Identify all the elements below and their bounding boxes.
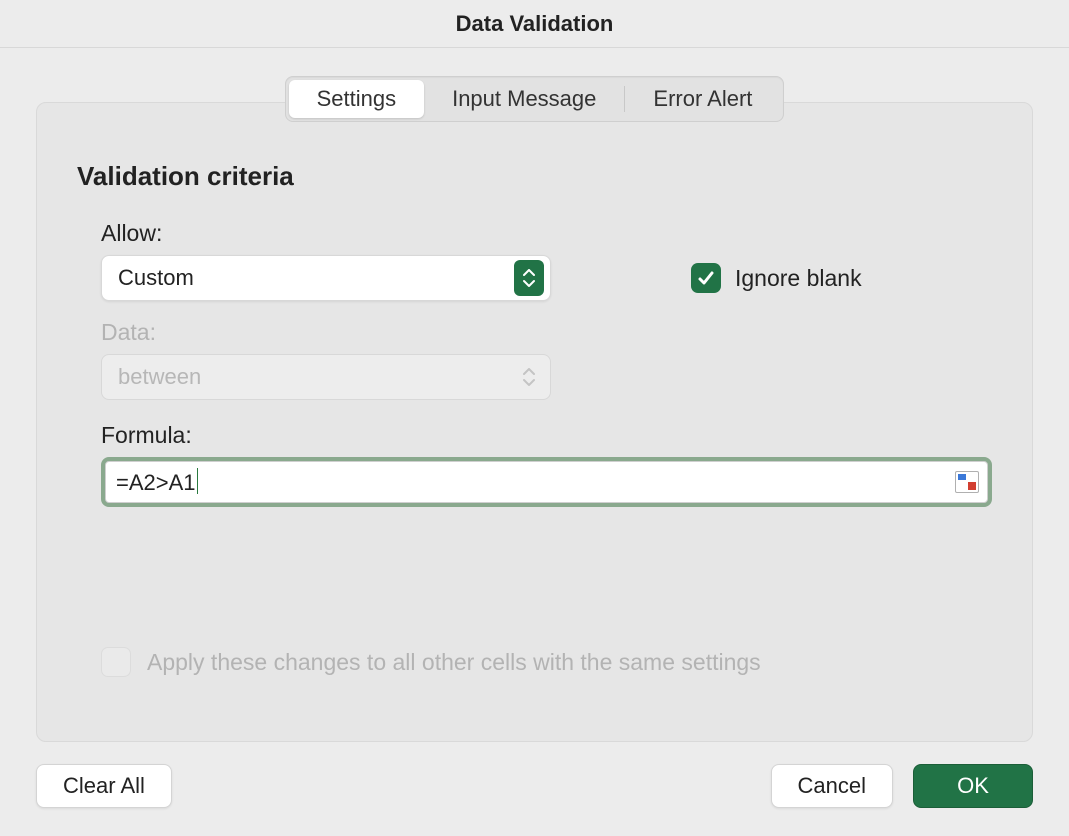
formula-focus-ring: =A2>A1 (101, 457, 992, 507)
tab-settings[interactable]: Settings (289, 80, 425, 118)
apply-all-row: Apply these changes to all other cells w… (101, 647, 992, 677)
apply-all-label: Apply these changes to all other cells w… (147, 649, 761, 676)
ignore-blank-checkbox[interactable] (691, 263, 721, 293)
allow-select-value: Custom (118, 265, 194, 291)
allow-label: Allow: (101, 220, 992, 247)
section-title: Validation criteria (77, 161, 992, 192)
range-picker-icon[interactable] (955, 471, 979, 493)
dialog-title: Data Validation (456, 11, 614, 37)
formula-input[interactable]: =A2>A1 (105, 461, 988, 503)
clear-all-button[interactable]: Clear All (36, 764, 172, 808)
tab-error-alert[interactable]: Error Alert (625, 80, 780, 118)
clear-all-label: Clear All (63, 773, 145, 799)
dropdown-stepper-icon (514, 260, 544, 296)
text-cursor (197, 468, 198, 494)
tab-bar: Settings Input Message Error Alert (36, 76, 1033, 122)
formula-label: Formula: (101, 422, 992, 449)
formula-input-value: =A2>A1 (116, 468, 955, 496)
apply-all-checkbox (101, 647, 131, 677)
cancel-button[interactable]: Cancel (771, 764, 893, 808)
checkmark-icon (696, 268, 716, 288)
ignore-blank-label: Ignore blank (735, 265, 862, 292)
allow-select[interactable]: Custom (101, 255, 551, 301)
dialog-titlebar: Data Validation (0, 0, 1069, 48)
tab-error-alert-label: Error Alert (653, 86, 752, 112)
data-label: Data: (101, 319, 992, 346)
data-select-value: between (118, 364, 201, 390)
settings-panel: Validation criteria Allow: Custom Ignore… (36, 102, 1033, 742)
formula-field-wrap: =A2>A1 (101, 457, 992, 507)
dialog-footer: Clear All Cancel OK (36, 764, 1033, 808)
footer-right-buttons: Cancel OK (771, 764, 1033, 808)
formula-text-value: =A2>A1 (116, 470, 196, 495)
dialog-body: Settings Input Message Error Alert Valid… (0, 48, 1069, 826)
data-select: between (101, 354, 551, 400)
ignore-blank-row: Ignore blank (691, 263, 862, 293)
tab-group: Settings Input Message Error Alert (285, 76, 785, 122)
cancel-label: Cancel (798, 773, 866, 799)
ok-label: OK (957, 773, 989, 799)
tab-input-message[interactable]: Input Message (424, 80, 624, 118)
allow-row: Custom Ignore blank (77, 255, 992, 301)
tab-settings-label: Settings (317, 86, 397, 112)
dropdown-stepper-icon (514, 359, 544, 395)
ok-button[interactable]: OK (913, 764, 1033, 808)
tab-input-message-label: Input Message (452, 86, 596, 112)
